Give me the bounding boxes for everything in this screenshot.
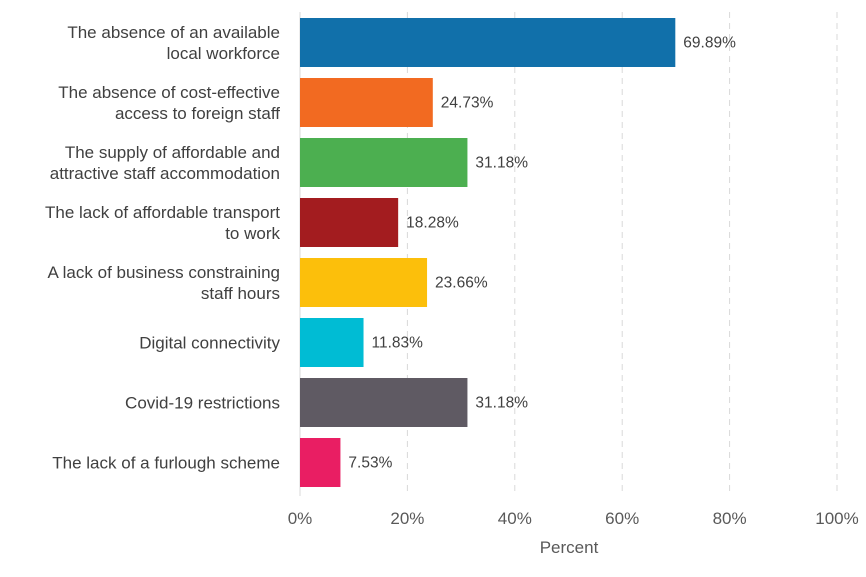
category-label: A lack of business constraining staff hou… xyxy=(48,263,280,303)
bar xyxy=(300,318,364,367)
bar xyxy=(300,78,433,127)
data-label: 24.73% xyxy=(441,95,494,112)
x-tick-label: 20% xyxy=(390,509,424,528)
data-label: 18.28% xyxy=(406,215,459,232)
bar xyxy=(300,138,468,187)
category-label: The lack of a furlough scheme xyxy=(52,454,280,473)
bar xyxy=(300,258,428,307)
category-label: The supply of affordable and attractive s… xyxy=(50,143,280,183)
data-label: 23.66% xyxy=(435,275,488,292)
data-label: 69.89% xyxy=(683,35,736,52)
category-label: Digital connectivity xyxy=(139,334,280,353)
data-label: 11.83% xyxy=(372,335,424,352)
category-label: The absence of an available local workfor… xyxy=(67,23,280,63)
bar xyxy=(300,198,399,247)
category-label: The lack of affordable transport to work xyxy=(45,203,280,243)
data-label: 7.53% xyxy=(348,455,392,472)
data-label: 31.18% xyxy=(475,395,528,412)
category-label: Covid-19 restrictions xyxy=(125,394,280,413)
bar xyxy=(300,438,341,487)
x-tick-label: 80% xyxy=(713,509,747,528)
x-axis-title: Percent xyxy=(540,538,599,557)
category-labels: The absence of an available local workfor… xyxy=(45,23,281,473)
data-labels: 69.89% 24.73% 31.18% 18.28% 23.66% 11.83% 31.1… xyxy=(348,35,736,472)
bar xyxy=(300,378,468,427)
bar xyxy=(300,18,676,67)
x-tick-label: 60% xyxy=(605,509,639,528)
x-tick-label: 0% xyxy=(288,509,313,528)
x-axis-ticks: 0% 20% 40% 60% 80% 100% xyxy=(288,509,859,528)
category-label: The absence of cost-effective access to f… xyxy=(58,83,280,123)
x-tick-label: 100% xyxy=(815,509,858,528)
x-tick-label: 40% xyxy=(498,509,532,528)
bars xyxy=(300,18,676,487)
data-label: 31.18% xyxy=(475,155,528,172)
